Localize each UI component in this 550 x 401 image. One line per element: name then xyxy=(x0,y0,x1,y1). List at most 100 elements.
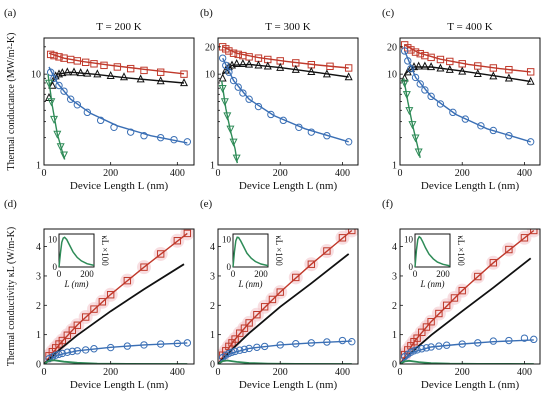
y-axis-label: Thermal conductance (MW/m²-K) xyxy=(6,33,17,171)
data-point xyxy=(526,76,535,85)
panel-label: (f) xyxy=(382,198,393,210)
data-point xyxy=(400,79,409,88)
inset-x-tick-label: 0 xyxy=(231,269,236,279)
data-point xyxy=(442,341,451,349)
data-point xyxy=(422,323,431,331)
inset-chart: 0 200 0 10 L (nm) κL ×100 xyxy=(222,233,284,289)
inset-frame xyxy=(232,233,269,268)
inset-x-tick-label: 200 xyxy=(254,269,268,279)
series-fit-line xyxy=(47,74,66,160)
inset-y-tick-label: 0 xyxy=(53,262,58,272)
data-point xyxy=(73,57,82,65)
panel-title: T = 200 K xyxy=(96,21,141,33)
data-point xyxy=(227,60,237,69)
data-point xyxy=(421,86,429,94)
y-tick-label: 0 xyxy=(210,360,215,371)
data-point xyxy=(307,128,316,136)
data-point xyxy=(49,115,59,124)
data-point xyxy=(232,58,241,68)
x-tick-label: 400 xyxy=(170,367,185,378)
inset-chart: 0 200 0 10 L (nm) κL ×100 xyxy=(404,233,466,289)
data-point xyxy=(505,132,513,140)
data-point xyxy=(59,151,69,160)
x-tick-label: 200 xyxy=(103,367,118,378)
plot-area xyxy=(400,41,535,158)
data-point xyxy=(156,250,165,258)
x-tick-label: 0 xyxy=(216,168,221,179)
data-point xyxy=(416,80,424,88)
data-point xyxy=(58,68,67,77)
data-point xyxy=(68,326,77,334)
series-fit-line xyxy=(218,229,353,364)
x-tick-label: 0 xyxy=(42,168,47,179)
data-point xyxy=(119,72,129,81)
inset-y-label: κL ×100 xyxy=(100,235,110,266)
y-tick-label: 1 xyxy=(210,161,215,172)
series-fit-line xyxy=(218,359,352,364)
plot-frame xyxy=(217,37,359,166)
inset-chart: 0 200 0 10 L (nm) κL ×100 xyxy=(48,233,110,289)
data-point xyxy=(436,55,445,64)
data-point xyxy=(156,76,165,85)
chart-panel-1: 0 200 400 1 10 (a) T = 200 K Device Length L (n… xyxy=(4,7,195,192)
data-point xyxy=(489,71,498,80)
series-fit-line xyxy=(44,359,188,364)
data-point xyxy=(260,303,269,311)
data-point xyxy=(279,116,288,125)
panel-label: (d) xyxy=(4,198,17,210)
data-point xyxy=(291,64,300,73)
data-point xyxy=(60,87,68,95)
x-tick-label: 200 xyxy=(273,367,288,378)
y-tick-label: 4 xyxy=(210,242,215,253)
series-fit-line xyxy=(44,232,188,364)
data-point xyxy=(98,298,107,306)
data-point xyxy=(526,138,535,146)
data-point xyxy=(489,64,498,72)
data-point xyxy=(156,68,165,76)
inset-frame xyxy=(58,233,95,268)
data-point xyxy=(81,313,90,321)
data-point xyxy=(307,260,316,268)
inset-x-tick-label: 200 xyxy=(80,269,94,279)
data-point xyxy=(240,345,249,354)
plot-area xyxy=(218,43,353,164)
data-point xyxy=(442,301,451,310)
data-point xyxy=(520,334,529,342)
y-tick-label: 3 xyxy=(36,271,41,282)
data-point xyxy=(458,340,466,348)
plot-area xyxy=(400,229,540,364)
data-point xyxy=(404,57,412,65)
panel-label: (a) xyxy=(4,7,17,19)
data-point xyxy=(225,47,233,55)
data-point xyxy=(413,346,421,354)
inset-x-label: L (nm) xyxy=(237,279,262,289)
data-point xyxy=(170,135,178,144)
data-point xyxy=(68,347,77,356)
data-point xyxy=(140,66,148,75)
x-tick-label: 400 xyxy=(517,168,532,179)
data-point xyxy=(76,68,85,77)
series-fit-line xyxy=(403,78,421,158)
data-point xyxy=(106,343,115,352)
data-point xyxy=(422,344,431,352)
data-point xyxy=(418,328,426,337)
data-point xyxy=(253,310,261,319)
panel-title: T = 400 K xyxy=(447,21,492,33)
data-point xyxy=(504,73,513,82)
inset-y-tick-label: 10 xyxy=(404,235,414,245)
data-point xyxy=(228,348,236,356)
data-point xyxy=(126,128,135,136)
data-point xyxy=(236,346,244,354)
data-point xyxy=(90,60,98,68)
series-fit-line xyxy=(48,66,188,144)
data-point xyxy=(55,81,63,90)
data-point xyxy=(123,342,132,350)
data-point xyxy=(348,337,356,346)
data-point xyxy=(140,132,148,140)
x-axis-label: Device Length L (nm) xyxy=(239,379,338,391)
chart-panel-2: 0 200 400 1 10 20 (b) T = 300 K Device Length L … xyxy=(200,7,359,192)
plot-area xyxy=(44,50,192,160)
data-point xyxy=(400,47,409,55)
series-fit-line xyxy=(400,339,534,364)
